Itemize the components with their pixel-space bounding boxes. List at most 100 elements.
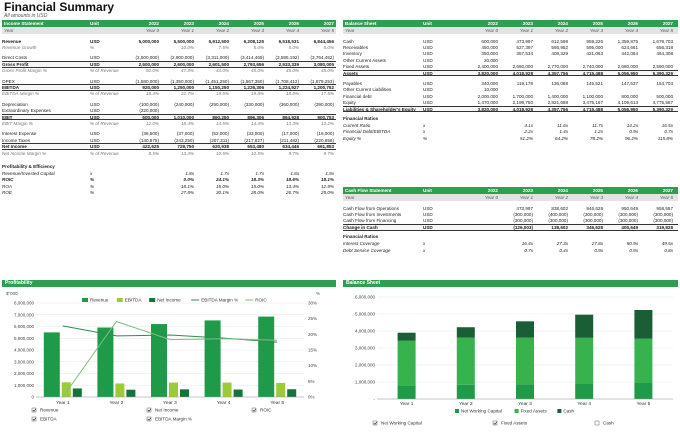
filter-checkbox-net-income[interactable]: Net Income <box>146 408 179 413</box>
balance-cell: 136,068 <box>551 81 568 87</box>
income-row-label: Direct Costs <box>2 55 28 61</box>
balance-ratio-cell: 78.2% <box>589 135 603 141</box>
balance-ratio-row: Equity %% 51.2% 64.2% 78.2% 96.2% 115.8% <box>343 135 678 141</box>
balance-ratio-cell: 64.2% <box>554 135 568 141</box>
income-cell: (390,000) <box>314 101 334 107</box>
income-row-label: Income Taxes <box>2 137 31 143</box>
balance-cell: 5,056,950 <box>617 106 638 112</box>
balance-cell: Year 4 <box>624 28 638 33</box>
income-row: Direct Costs USD (2,500,000) (2,900,000) (3,… <box>2 55 336 61</box>
income-row: EBITDA Margin % % of Revenue 18.4% 22.7% 19.… <box>2 91 336 97</box>
legend-swatch <box>455 409 459 413</box>
balance-ratio-cell: 11.7x <box>592 122 603 128</box>
balance-cell: 154,703 <box>656 81 673 87</box>
checkbox-box <box>31 407 37 413</box>
profitability-ratio-cell: 18.1% <box>180 183 194 189</box>
cashflow-header-row: Cash Flow Statement Unit 2022 2023 2024 2025 2… <box>343 187 678 194</box>
checkbox-label: Net Income <box>155 408 179 413</box>
cashflow-cell: 2022 <box>487 188 498 193</box>
income-row-label: Depreciation <box>2 101 28 107</box>
profitability-ratios-title: Profitability & Efficiency <box>2 163 55 169</box>
profitability-ratio-unit: % <box>90 183 95 189</box>
income-cell: 864,928 <box>282 114 299 120</box>
income-spacer <box>2 156 336 160</box>
income-cell: 2023 <box>183 21 194 26</box>
cashflow-cell: Year 1 <box>519 195 533 200</box>
balance-cell: 4,775,587 <box>652 100 673 106</box>
balance-cell: 4,357,756 <box>547 70 568 76</box>
filter-checkbox-net-working-capital[interactable]: Net Working Capital <box>372 421 422 426</box>
filter-checkbox-ebitda[interactable]: EBITDA <box>31 417 58 422</box>
income-cell: (207,311) <box>209 137 229 143</box>
profitability-ratio-cell: 1.9x <box>325 170 334 176</box>
legend-swatch <box>116 298 123 302</box>
balance-row-label: Assets <box>343 70 359 76</box>
profitability-ratio-cell: 15.0% <box>215 183 229 189</box>
balance-cell: 2,660,000 <box>512 64 533 70</box>
balance-cell: 5,056,950 <box>617 70 638 76</box>
balance-ratio-cell: 0.9x <box>629 129 638 135</box>
cashflow-cell: (300,000) <box>583 218 603 224</box>
bar-fixed-assets <box>634 338 653 383</box>
legend-swatch <box>557 409 562 413</box>
bar-net-working-capital <box>575 383 594 399</box>
profitability-ratio-cell: 12.9% <box>320 183 334 189</box>
profitability-ratio-unit: % <box>90 177 95 183</box>
legend-label: Revenue <box>90 298 109 303</box>
filter-checkbox-revenue[interactable]: Revenue <box>31 407 59 413</box>
cashflow-year-row: Year Year 0 Year 1 Year 2 Year 3 Year 4 Year 5 <box>343 194 678 201</box>
income-cell: (52,000) <box>211 131 229 137</box>
balance-ratio-label: Financial Debt/EBITDA <box>343 129 391 135</box>
income-cell: (1,879,253) <box>310 78 335 84</box>
bar-fixed-assets <box>516 337 534 385</box>
cashflow-cell: Year 5 <box>659 195 673 200</box>
balance-row-unit: USD <box>423 93 433 99</box>
legend-label: Cash <box>563 409 574 414</box>
balance-ratio-cell: 1.2x <box>594 129 603 135</box>
profitability-ratio-label: ROIC <box>2 177 14 183</box>
profitability-ratio-row: ROE% 27.8% 30.1% 28.0% 26.7% 25.0% <box>2 189 336 195</box>
income-row-unit: % of Revenue <box>90 150 119 156</box>
balance-cell: 2024 <box>557 21 568 26</box>
income-cell: 10.5% <box>250 150 264 156</box>
income-row-label: EBIT Margin % <box>2 120 33 126</box>
income-cell: 22.7% <box>180 91 194 97</box>
income-cell: 14.4% <box>250 120 264 126</box>
balance-cell: 350,000 <box>481 51 498 57</box>
filter-checkbox-roic[interactable]: ROIC <box>251 408 272 413</box>
checkmark-icon <box>32 408 37 412</box>
income-cell: 44.0% <box>215 68 229 74</box>
income-cell: 10.5% <box>215 150 229 156</box>
income-row: Extraordinary Expenses USD (220,000) <box>2 108 336 114</box>
balance-cell: 421,063 <box>586 51 603 57</box>
filter-checkbox-cash[interactable]: Cash <box>594 421 614 426</box>
y2-tick-label: 10% <box>308 363 317 368</box>
income-cell: 422,625 <box>142 144 159 150</box>
bar-ebitda <box>61 382 71 397</box>
balance-cell: 2,770,000 <box>547 64 568 70</box>
balance-row-unit: USD <box>423 57 433 63</box>
balance-ratio-cell: 96.2% <box>624 135 638 141</box>
cashflow-ratio-cell: 27.3x <box>556 241 568 247</box>
filter-checkbox-ebitda-margin-[interactable]: EBITDA Margin % <box>146 417 192 422</box>
income-cell: (243,250) <box>174 137 194 143</box>
balance-row-unit: USD <box>423 106 433 112</box>
balance-cell: 3,475,167 <box>582 100 603 106</box>
income-row-unit: USD <box>90 131 100 137</box>
page-subtitle: All amounts in USD <box>4 13 48 19</box>
balance-cell: 5,390,329 <box>652 70 673 76</box>
income-row-unit: USD <box>90 78 100 84</box>
cashflow-cell: 2027 <box>662 188 673 193</box>
bar-fixed-assets <box>397 340 416 386</box>
balance-row: Financial debt USD 2,000,000 1,700,000 1,400… <box>343 93 678 99</box>
legend-label: Net Income <box>157 298 181 303</box>
income-row-label: Year <box>4 28 14 33</box>
balance-ratio-label: Current Ratio <box>343 122 371 128</box>
x-tick-label: Year 1 <box>56 400 70 406</box>
balance-cell: 10,000 <box>483 87 498 93</box>
cashflow-row-label: Change in Cash <box>343 224 378 230</box>
cashflow-row-label: Cash Flow Statement <box>345 188 392 193</box>
income-cell: 5,912,500 <box>208 38 229 44</box>
filter-checkbox-fixed-assets[interactable]: Fixed Assets <box>492 421 528 426</box>
bar-revenue <box>204 320 221 397</box>
